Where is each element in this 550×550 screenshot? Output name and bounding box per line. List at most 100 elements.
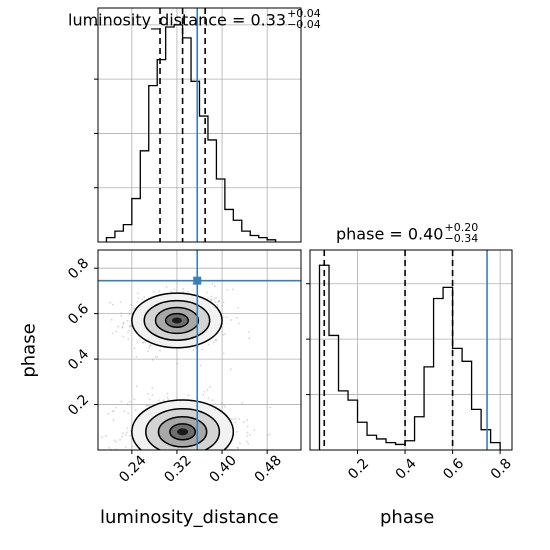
sample-point	[107, 412, 110, 415]
sample-point	[246, 435, 249, 437]
sample-point	[110, 318, 113, 321]
x-axis-label-phase: phase	[380, 507, 435, 528]
sample-point	[236, 317, 238, 319]
sample-point	[111, 332, 114, 335]
sample-point	[158, 290, 161, 293]
x-axis-luminosity-distance-tick-label: 0.32	[161, 452, 194, 485]
sample-point	[201, 348, 204, 351]
sample-point	[133, 398, 136, 401]
sample-point	[112, 419, 115, 422]
sample-point	[167, 398, 170, 401]
title-phase: phase = 0.40 +0.20 −0.34	[336, 222, 479, 246]
histogram-body	[318, 250, 501, 450]
sample-point	[91, 427, 93, 429]
sample-point	[234, 417, 237, 420]
sample-point	[246, 419, 249, 422]
sample-point	[221, 304, 223, 307]
sample-point	[146, 404, 149, 407]
density-contour	[171, 317, 182, 324]
panel-frame	[97, 7, 302, 243]
sample-point	[128, 313, 131, 315]
sample-point	[210, 295, 213, 298]
sample-point	[246, 431, 249, 434]
sample-point	[269, 406, 272, 409]
sample-point	[199, 364, 202, 367]
sample-point	[151, 394, 154, 396]
sample-point	[247, 442, 250, 445]
sample-point	[211, 399, 214, 402]
sample-point	[211, 283, 214, 285]
sample-point	[214, 301, 217, 303]
sample-point	[112, 303, 114, 306]
sample-point	[232, 418, 235, 421]
x-axis-phase-tick-label: 0.4	[393, 456, 420, 483]
sample-point	[217, 301, 220, 303]
sample-point	[119, 438, 121, 441]
x-axis-luminosity-distance-tick-label: 0.40	[207, 452, 240, 485]
sample-point	[151, 359, 154, 361]
sample-point	[115, 441, 118, 443]
sample-point	[147, 393, 149, 395]
sample-point	[216, 303, 219, 306]
sample-point	[239, 442, 241, 445]
sample-point	[222, 333, 225, 336]
sample-point	[218, 299, 221, 302]
luminosity-distance-vs-phase-panel: 0.24 0.32 0.40 0.48 0.2 0.4 0.6 0.8	[65, 249, 302, 486]
sample-point	[120, 312, 123, 315]
sample-point	[210, 299, 213, 302]
title-luminosity-distance-plus: +0.04	[287, 7, 321, 20]
sample-point	[246, 425, 249, 428]
sample-point	[115, 330, 118, 333]
sample-point	[236, 446, 239, 449]
title-phase-minus: −0.34	[444, 232, 479, 245]
sample-point	[222, 352, 225, 355]
sample-point	[137, 297, 140, 299]
sample-point	[229, 368, 232, 370]
sample-point	[218, 300, 221, 302]
sample-point	[129, 435, 132, 437]
sample-point	[121, 435, 123, 438]
sample-point	[128, 329, 131, 332]
sample-point	[136, 341, 139, 344]
truth-marker	[193, 276, 202, 285]
sample-point	[214, 338, 217, 341]
density-contour	[177, 428, 189, 436]
sample-point	[223, 404, 226, 406]
sample-point	[151, 386, 154, 389]
sample-point	[186, 291, 189, 293]
sample-point	[125, 434, 127, 436]
sample-point	[122, 335, 125, 338]
sample-point	[134, 409, 137, 411]
sample-point	[242, 421, 245, 424]
sample-point	[235, 431, 238, 433]
sample-point	[121, 326, 124, 329]
panel-frame	[309, 249, 513, 451]
sample-point	[132, 307, 135, 309]
sample-point	[130, 304, 133, 306]
sample-point	[176, 362, 179, 365]
sample-point	[147, 350, 150, 353]
y-axis-phase-tick-label: 0.6	[65, 301, 92, 328]
sample-point	[154, 356, 157, 358]
sample-point	[128, 401, 131, 403]
sample-point	[237, 447, 240, 450]
sample-point	[238, 322, 240, 325]
sample-point	[126, 319, 129, 322]
phase-histogram: 0.2 0.4 0.6 0.8	[306, 249, 515, 483]
y-axis-label-phase: phase	[18, 323, 40, 378]
sample-point	[126, 403, 129, 406]
sample-point	[237, 306, 239, 309]
y-axis-phase-tick-label: 0.2	[65, 392, 92, 419]
sample-point	[246, 440, 248, 443]
sample-point	[202, 393, 205, 396]
sample-point	[127, 338, 130, 340]
sample-point	[129, 324, 131, 327]
sample-point	[141, 298, 144, 301]
sample-point	[192, 349, 195, 352]
sample-point	[212, 341, 215, 344]
sample-point	[119, 300, 122, 303]
sample-point	[129, 325, 132, 327]
sample-point	[117, 325, 120, 328]
sample-point	[124, 446, 127, 448]
luminosity-distance-histogram	[94, 7, 302, 243]
